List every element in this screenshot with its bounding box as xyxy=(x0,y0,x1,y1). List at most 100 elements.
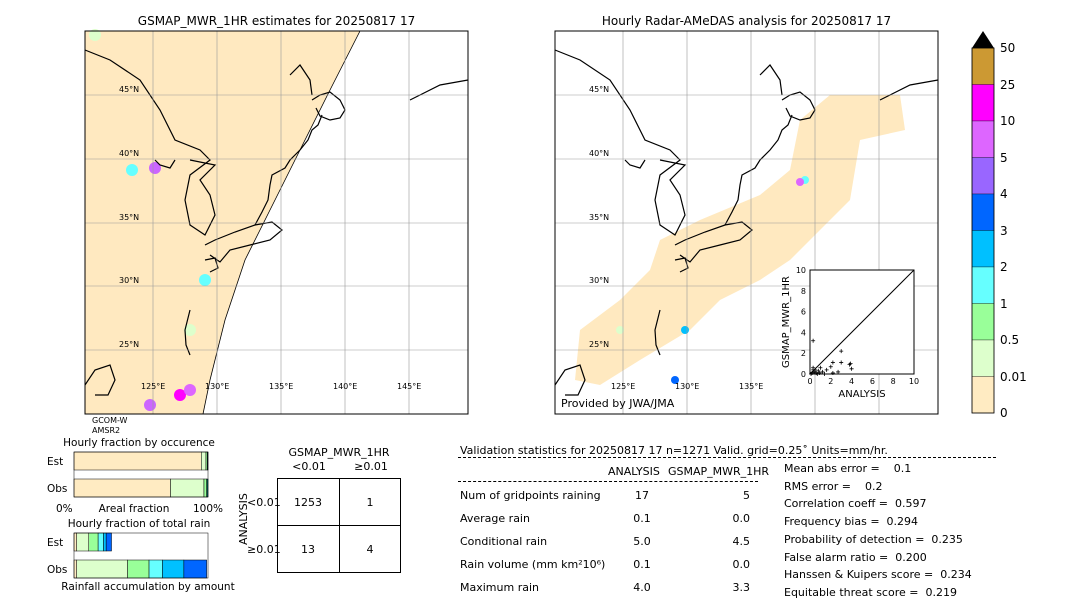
coastline xyxy=(254,114,323,226)
map-frame xyxy=(554,30,939,415)
rain-patch xyxy=(184,384,196,396)
lon-label: 125°E xyxy=(611,382,635,391)
lat-label: 45°N xyxy=(589,85,609,94)
score: Mean abs error = 0.1 xyxy=(784,462,912,475)
credit: Provided by JWA/JMA xyxy=(561,397,675,410)
rain-patch xyxy=(796,178,804,186)
x-tick-label: 2 xyxy=(828,377,833,386)
x-axis-label: ANALYSIS xyxy=(838,389,885,400)
coastline xyxy=(154,159,176,169)
coastline xyxy=(624,159,646,169)
category-label: Est xyxy=(47,456,63,468)
lon-label: 135°E xyxy=(269,382,293,391)
scatter-point xyxy=(811,338,816,343)
stat-label: Rain volume (mm km²10⁶) xyxy=(460,558,606,571)
lon-label: 145°E xyxy=(397,382,421,391)
lon-label: 140°E xyxy=(333,382,357,391)
scatter-point xyxy=(820,369,825,374)
colorbar-segment xyxy=(971,120,995,158)
bar-segment xyxy=(203,478,207,498)
colorbar-label: 2 xyxy=(1000,260,1008,274)
coastline xyxy=(724,114,793,226)
score: Frequency bias = 0.294 xyxy=(784,515,919,529)
colorbar-svg xyxy=(971,31,995,414)
stat-analysis: 0.1 xyxy=(633,558,651,571)
colorbar-label: 25 xyxy=(1000,77,1016,92)
swath-no-rain xyxy=(85,31,360,414)
colorbar-label: 1 xyxy=(1000,296,1008,311)
bar-segment xyxy=(183,559,207,579)
scatter-point xyxy=(830,370,835,375)
scatter-point xyxy=(848,361,853,366)
lat-label: 30°N xyxy=(119,276,139,285)
bar-segment xyxy=(76,532,89,552)
scatter-point xyxy=(816,368,821,373)
colorbar-segment xyxy=(971,266,995,304)
lat-label: 35°N xyxy=(119,213,139,222)
coastline xyxy=(409,79,469,101)
cell: 1253 xyxy=(294,496,322,509)
scatter-point xyxy=(818,365,823,370)
left-grid: 45°N 40°N 35°N 30°N 25°N 125°E 130°E 135°E 140°E… xyxy=(84,30,469,415)
bar-segment xyxy=(127,559,150,579)
scatter-point xyxy=(815,372,820,376)
y-tick-label: 0 xyxy=(801,370,806,379)
right-grid: 45°N 40°N 35°N 30°N 25°N 125°E 130°E 135°E xyxy=(554,30,939,415)
bar-frame xyxy=(73,532,209,579)
rain-patch xyxy=(681,326,689,334)
cell: 1 xyxy=(366,496,374,509)
scatter-point xyxy=(824,367,829,372)
scatter-point xyxy=(811,367,816,372)
lat-label: 25°N xyxy=(119,340,139,349)
col-header: ≥0.01 xyxy=(354,460,388,473)
stats-header: Validation statistics for 20250817 17 n=… xyxy=(460,444,888,457)
score: Correlation coeff = 0.597 xyxy=(784,497,927,511)
coastline xyxy=(204,257,219,273)
bar-segment xyxy=(103,532,107,552)
colorbar-segment xyxy=(971,47,995,85)
colorbar-label: 0 xyxy=(1000,406,1008,420)
coastline xyxy=(674,221,753,263)
rain-patch xyxy=(199,274,211,286)
lat-label: 25°N xyxy=(589,340,609,349)
x-axis-label: Areal fraction xyxy=(99,503,170,515)
row-header: <0.01 xyxy=(247,496,281,509)
coastline xyxy=(674,257,689,273)
cell: 13 xyxy=(301,543,315,556)
stats-col-header: GSMAP_MWR_1HR xyxy=(668,465,770,478)
lon-label: 130°E xyxy=(675,382,699,391)
stat-label: Conditional rain xyxy=(460,535,548,548)
col-header: <0.01 xyxy=(292,460,326,473)
maps: 45°N 40°N 35°N 30°N 25°N 125°E 130°E 135°E 140°E… xyxy=(84,29,939,415)
x-tick-label: 0 xyxy=(807,377,812,386)
bar-segment xyxy=(73,532,77,552)
swath-edge xyxy=(202,30,361,415)
coastline xyxy=(554,364,586,396)
fraction-bars: Hourly fraction by occurenceEstObsHourly… xyxy=(47,437,235,593)
scatter-point xyxy=(812,369,817,374)
right-map-title: Hourly Radar-AMeDAS analysis for 2025081… xyxy=(601,14,892,28)
stat-gsmap: 5 xyxy=(743,489,750,502)
category-label: Obs xyxy=(47,564,67,576)
bar-title: Hourly fraction of total rain xyxy=(68,518,211,530)
stat-analysis: 4.0 xyxy=(633,581,651,594)
scatter-point xyxy=(836,369,841,374)
scatter-point xyxy=(809,372,814,376)
score: Probability of detection = 0.235 xyxy=(784,532,963,546)
lat-label: 35°N xyxy=(589,213,609,222)
y-axis-label: GSMAP_MWR_1HR xyxy=(781,276,792,368)
stat-label: Num of gridpoints raining xyxy=(460,489,601,502)
x-tick-left: 0% xyxy=(56,503,73,515)
colorbar-label: 0.5 xyxy=(1000,333,1020,347)
rain-patch xyxy=(149,162,161,174)
scatter-point xyxy=(828,364,833,369)
sensor-line1: GCOM-W xyxy=(92,416,128,425)
scatter-inset: 0 2 4 6 8 10 0 2 4 6 8 10 ANALYSIS GSMAP_MWR_1HR xyxy=(781,266,919,400)
stat-gsmap: 4.5 xyxy=(732,535,751,548)
bar-segment xyxy=(73,559,77,579)
scatter-point xyxy=(817,370,822,375)
colorbar-segment xyxy=(971,193,995,231)
colorbar-label: 0.01 xyxy=(1000,369,1027,384)
lon-label: 125°E xyxy=(141,382,165,391)
